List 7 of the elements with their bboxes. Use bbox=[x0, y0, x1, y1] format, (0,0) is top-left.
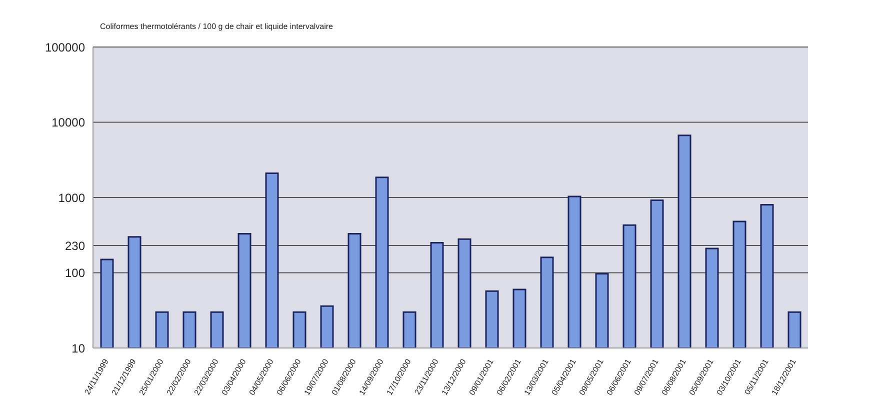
chart-title: Coliformes thermotolérants / 100 g de chair et liquide intervalvaire bbox=[100, 22, 334, 31]
y-tick-label: 100000 bbox=[44, 40, 86, 54]
y-tick-label: 1000 bbox=[58, 190, 86, 205]
y-tick-label: 230 bbox=[64, 238, 86, 253]
y-tick-label: 100 bbox=[64, 266, 86, 280]
y-tick-label: 10000 bbox=[52, 116, 86, 130]
y-tick-label: 10 bbox=[72, 341, 86, 356]
